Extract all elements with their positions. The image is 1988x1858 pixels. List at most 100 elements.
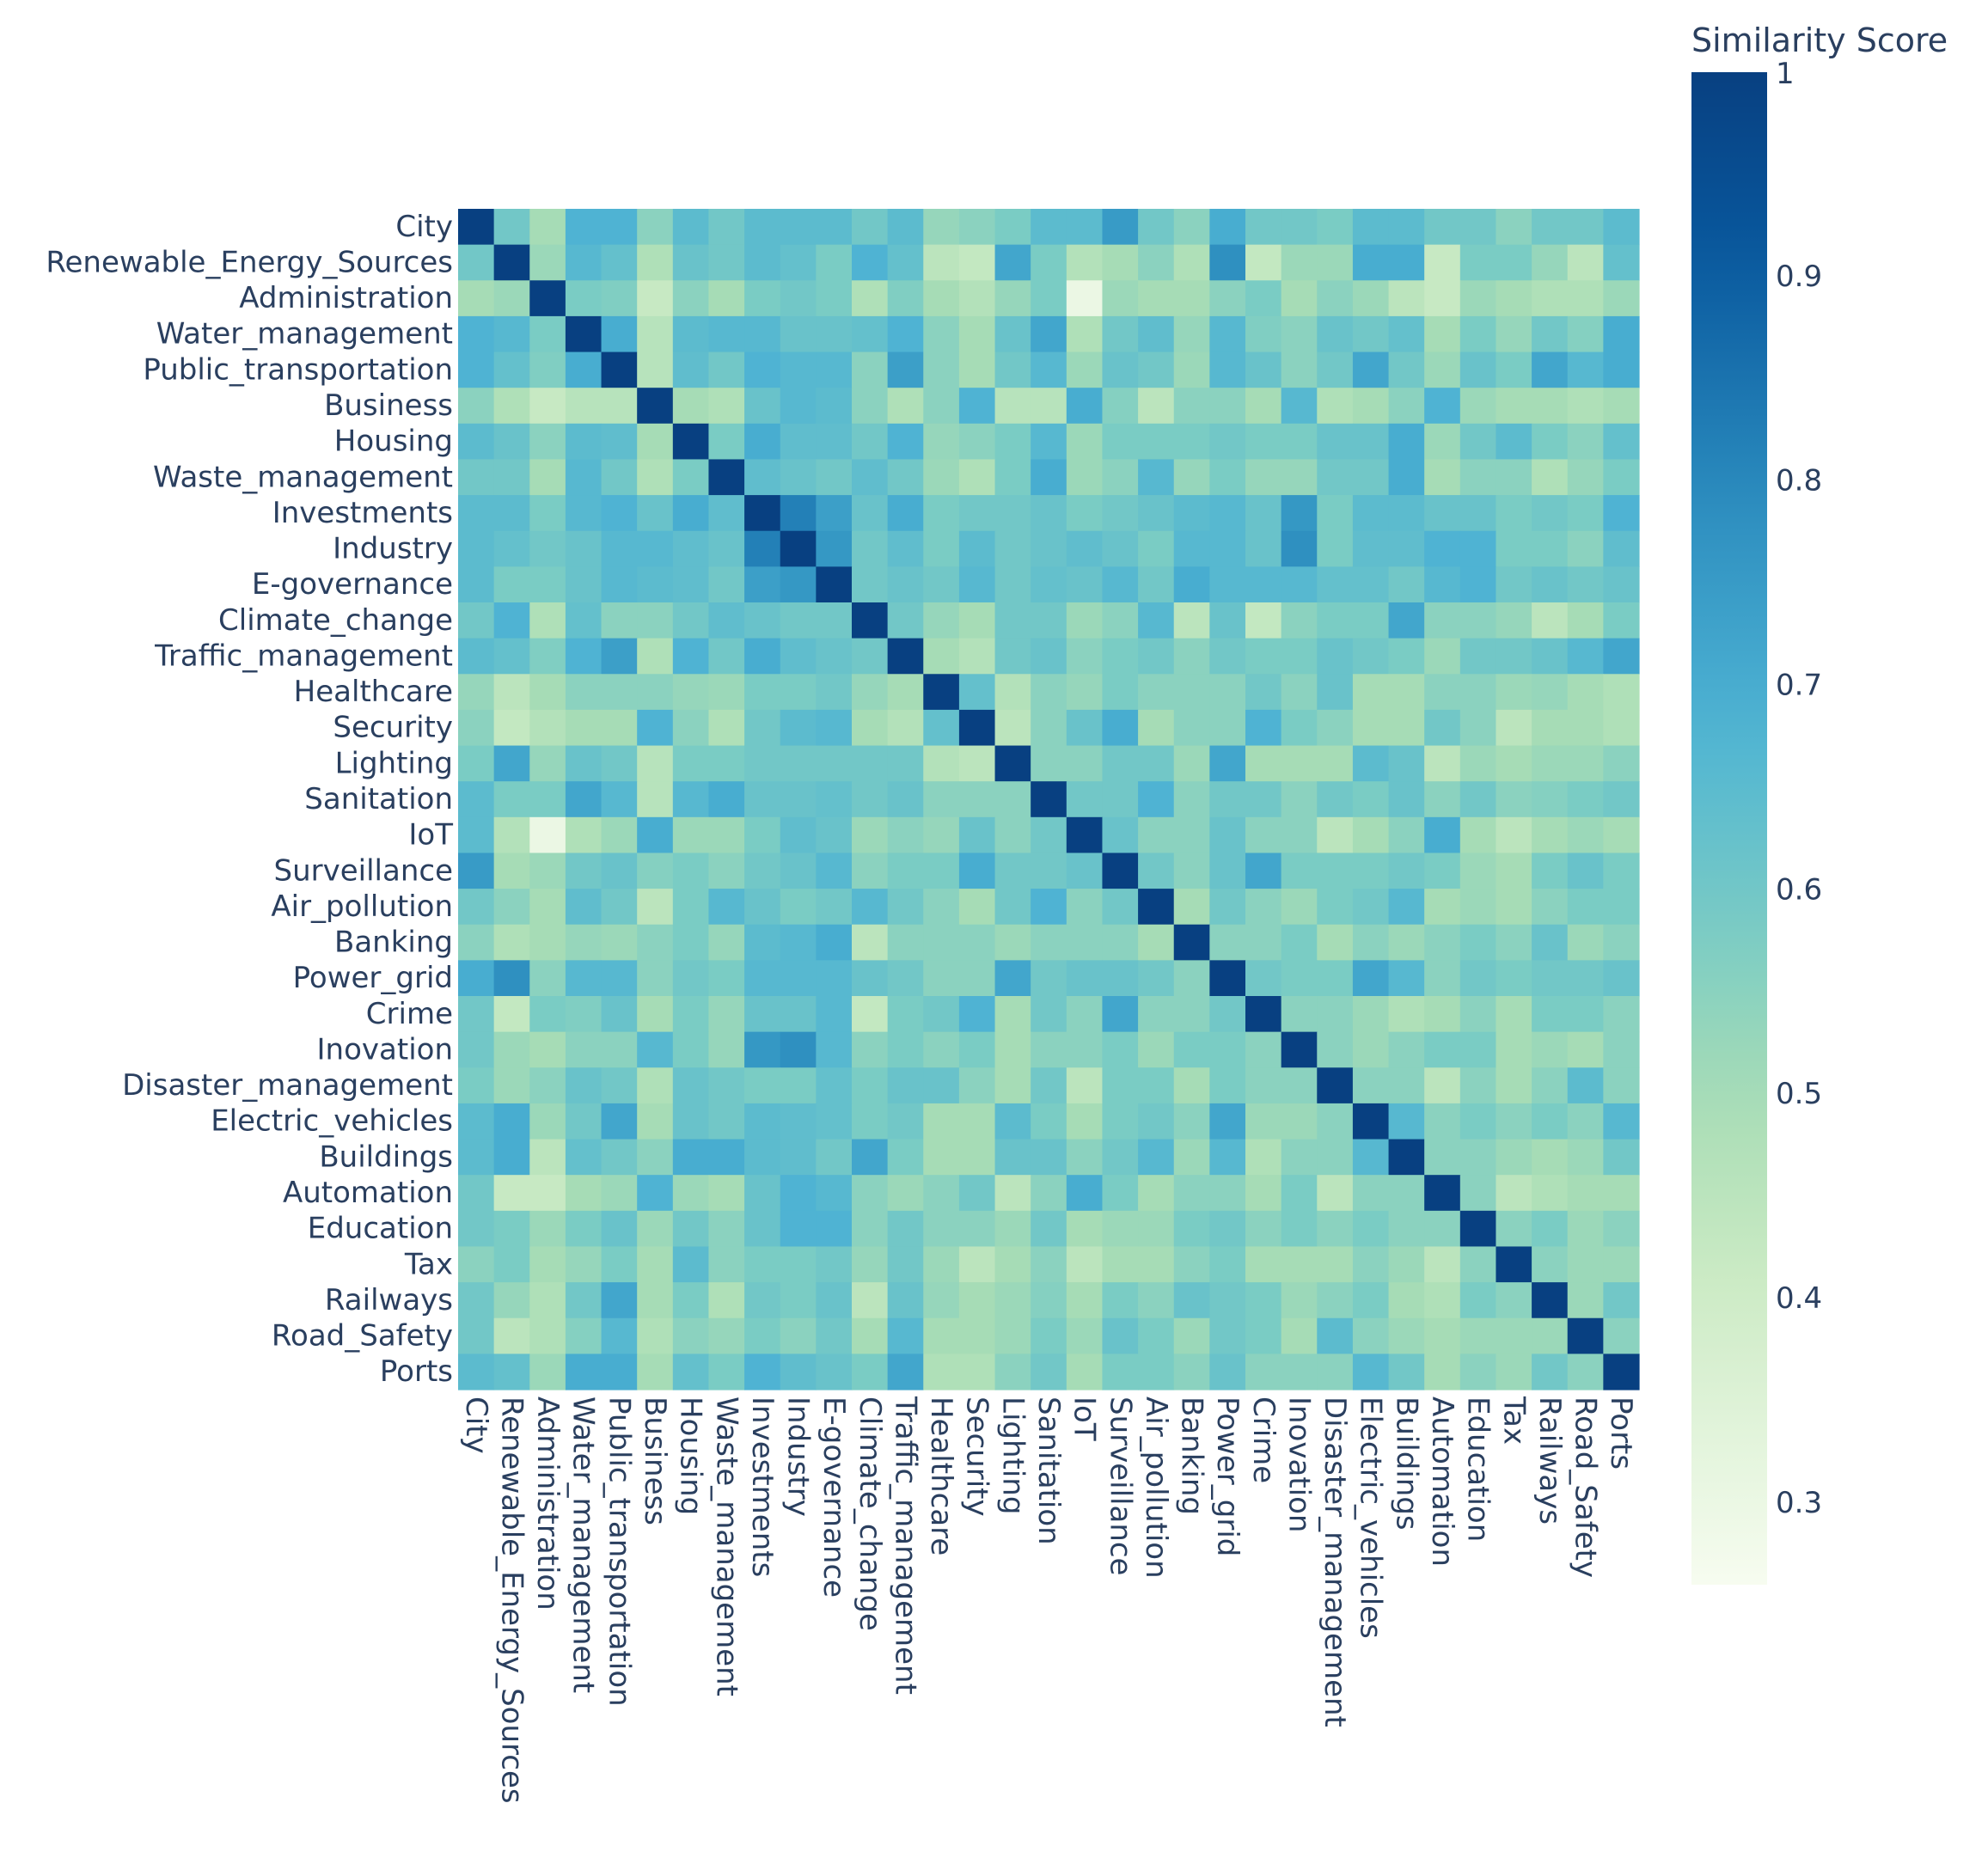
colorbar-tick-label: 0.5 bbox=[1776, 1077, 1822, 1111]
heatmap-cell-E-governance-Electric_vehicles bbox=[1352, 566, 1390, 603]
heatmap-cell-Sanitation-Power_grid bbox=[1209, 781, 1246, 818]
heatmap-cell-Railways-Inovation bbox=[1281, 1282, 1318, 1319]
heatmap-cell-Lighting-Automation bbox=[1424, 745, 1461, 782]
heatmap-cell-Public_transportation-Ports bbox=[1603, 351, 1640, 388]
heatmap-cell-Climate_change-IoT bbox=[1066, 602, 1104, 639]
heatmap-cell-E-governance-Power_grid bbox=[1209, 566, 1246, 603]
heatmap-cell-Electric_vehicles-Industry bbox=[780, 1103, 817, 1140]
heatmap-cell-Business-Renewable_Energy_Sources bbox=[493, 388, 530, 425]
heatmap-cell-Traffic_management-Banking bbox=[1173, 638, 1210, 675]
heatmap-cell-Administration-Traffic_management bbox=[887, 280, 924, 317]
y-tick-label: City bbox=[395, 210, 453, 244]
heatmap-cell-Electric_vehicles-Automation bbox=[1424, 1103, 1461, 1140]
heatmap-cell-Public_transportation-Waste_management bbox=[708, 351, 745, 388]
heatmap-cell-Crime-Road_Safety bbox=[1567, 996, 1604, 1033]
heatmap-cell-Inovation-Disaster_management bbox=[1317, 1031, 1354, 1068]
heatmap-cell-Business-Railways bbox=[1532, 388, 1569, 425]
heatmap-cell-Investments-Climate_change bbox=[852, 495, 889, 532]
heatmap-cell-Renewable_Energy_Sources-Security bbox=[958, 244, 996, 281]
heatmap-cell-Banking-Electric_vehicles bbox=[1352, 924, 1390, 961]
heatmap-cell-Inovation-Electric_vehicles bbox=[1352, 1031, 1390, 1068]
heatmap-cell-Disaster_management-Tax bbox=[1496, 1067, 1532, 1104]
heatmap-cell-Ports-Automation bbox=[1424, 1354, 1461, 1390]
heatmap-cell-Public_transportation-Public_transportation bbox=[601, 351, 638, 388]
heatmap-cell-Crime-IoT bbox=[1066, 996, 1104, 1033]
heatmap-cell-E-governance-Security bbox=[958, 566, 996, 603]
heatmap-cell-Electric_vehicles-Waste_management bbox=[708, 1103, 745, 1140]
heatmap-cell-City-Traffic_management bbox=[887, 209, 924, 246]
heatmap-cell-Education-Ports bbox=[1603, 1210, 1640, 1248]
heatmap-cell-Buildings-Inovation bbox=[1281, 1139, 1318, 1176]
heatmap-cell-Investments-Disaster_management bbox=[1317, 495, 1354, 532]
heatmap-cell-Tax-Climate_change bbox=[852, 1246, 889, 1283]
heatmap-cell-Security-Sanitation bbox=[1031, 709, 1067, 747]
heatmap-cell-Buildings-Tax bbox=[1496, 1139, 1532, 1176]
colorbar-tick-label: 0.4 bbox=[1776, 1281, 1822, 1316]
heatmap-cell-Traffic_management-Housing bbox=[672, 638, 710, 675]
heatmap-cell-Public_transportation-City bbox=[458, 351, 495, 388]
heatmap-cell-Administration-Climate_change bbox=[852, 280, 889, 317]
heatmap-cell-Crime-Investments bbox=[744, 996, 781, 1033]
heatmap-cell-Crime-Traffic_management bbox=[887, 996, 924, 1033]
heatmap-cell-Electric_vehicles-Public_transportation bbox=[601, 1103, 638, 1140]
heatmap-cell-Disaster_management-Ports bbox=[1603, 1067, 1640, 1104]
heatmap-cell-Public_transportation-E-governance bbox=[816, 351, 853, 388]
heatmap-cell-Administration-Administration bbox=[529, 280, 566, 317]
heatmap-cell-Investments-E-governance bbox=[816, 495, 853, 532]
heatmap-cell-Water_management-Automation bbox=[1424, 315, 1461, 353]
heatmap-cell-Tax-Healthcare bbox=[923, 1246, 960, 1283]
heatmap-cell-Sanitation-E-governance bbox=[816, 781, 853, 818]
heatmap-cell-Healthcare-Tax bbox=[1496, 674, 1532, 711]
heatmap-cell-Healthcare-Automation bbox=[1424, 674, 1461, 711]
heatmap-cell-Crime-Electric_vehicles bbox=[1352, 996, 1390, 1033]
heatmap-cell-Industry-Automation bbox=[1424, 530, 1461, 567]
heatmap-cell-Climate_change-Railways bbox=[1532, 602, 1569, 639]
heatmap-cell-Healthcare-Railways bbox=[1532, 674, 1569, 711]
heatmap-cell-Administration-City bbox=[458, 280, 495, 317]
heatmap-cell-Waste_management-Ports bbox=[1603, 459, 1640, 496]
heatmap-cell-Industry-Healthcare bbox=[923, 530, 960, 567]
heatmap-cell-Investments-Administration bbox=[529, 495, 566, 532]
heatmap-cell-Administration-Security bbox=[958, 280, 996, 317]
heatmap-cell-IoT-Renewable_Energy_Sources bbox=[493, 816, 530, 854]
heatmap-cell-Surveillance-Buildings bbox=[1388, 853, 1425, 889]
heatmap-cell-Healthcare-Ports bbox=[1603, 674, 1640, 711]
heatmap-cell-Disaster_management-IoT bbox=[1066, 1067, 1104, 1104]
heatmap-cell-Road_Safety-Tax bbox=[1496, 1317, 1532, 1354]
heatmap-cell-Air_pollution-Ports bbox=[1603, 889, 1640, 926]
heatmap-cell-Automation-Public_transportation bbox=[601, 1175, 638, 1212]
heatmap-cell-Crime-Security bbox=[958, 996, 996, 1033]
heatmap-cell-IoT-Sanitation bbox=[1031, 816, 1067, 854]
heatmap-cell-Renewable_Energy_Sources-Lighting bbox=[994, 244, 1031, 281]
heatmap-cell-Education-Road_Safety bbox=[1567, 1210, 1604, 1248]
heatmap-cell-Power_grid-Automation bbox=[1424, 960, 1461, 997]
heatmap-cell-Tax-Sanitation bbox=[1031, 1246, 1067, 1283]
heatmap-cell-Lighting-Banking bbox=[1173, 745, 1210, 782]
heatmap-cell-Lighting-Business bbox=[637, 745, 674, 782]
heatmap-cell-Sanitation-Tax bbox=[1496, 781, 1532, 818]
heatmap-cell-Tax-Inovation bbox=[1281, 1246, 1318, 1283]
heatmap-cell-Public_transportation-IoT bbox=[1066, 351, 1104, 388]
heatmap-cell-Buildings-Surveillance bbox=[1102, 1139, 1139, 1176]
heatmap-cell-Lighting-Railways bbox=[1532, 745, 1569, 782]
heatmap-cell-Industry-Traffic_management bbox=[887, 530, 924, 567]
heatmap-cell-Traffic_management-E-governance bbox=[816, 638, 853, 675]
heatmap-cell-Road_Safety-Air_pollution bbox=[1138, 1317, 1175, 1354]
heatmap-cell-Surveillance-Inovation bbox=[1281, 853, 1318, 889]
heatmap-cell-Sanitation-IoT bbox=[1066, 781, 1104, 818]
heatmap-cell-Buildings-Waste_management bbox=[708, 1139, 745, 1176]
heatmap-cell-Buildings-Buildings bbox=[1388, 1139, 1425, 1176]
x-tick-label: Inovation bbox=[1281, 1397, 1316, 1532]
heatmap-cell-Air_pollution-Buildings bbox=[1388, 889, 1425, 926]
heatmap-cell-City-Banking bbox=[1173, 209, 1210, 246]
y-tick-label: IoT bbox=[408, 818, 453, 853]
y-tick-label: Renewable_Energy_Sources bbox=[46, 245, 453, 279]
heatmap-cell-Disaster_management-Industry bbox=[780, 1067, 817, 1104]
heatmap-cell-E-governance-Traffic_management bbox=[887, 566, 924, 603]
heatmap-cell-E-governance-Disaster_management bbox=[1317, 566, 1354, 603]
heatmap-cell-Housing-Road_Safety bbox=[1567, 423, 1604, 461]
heatmap-cell-Sanitation-Business bbox=[637, 781, 674, 818]
heatmap-cell-Education-Tax bbox=[1496, 1210, 1532, 1248]
heatmap-cell-Inovation-Healthcare bbox=[923, 1031, 960, 1068]
heatmap-cell-Ports-Traffic_management bbox=[887, 1354, 924, 1390]
